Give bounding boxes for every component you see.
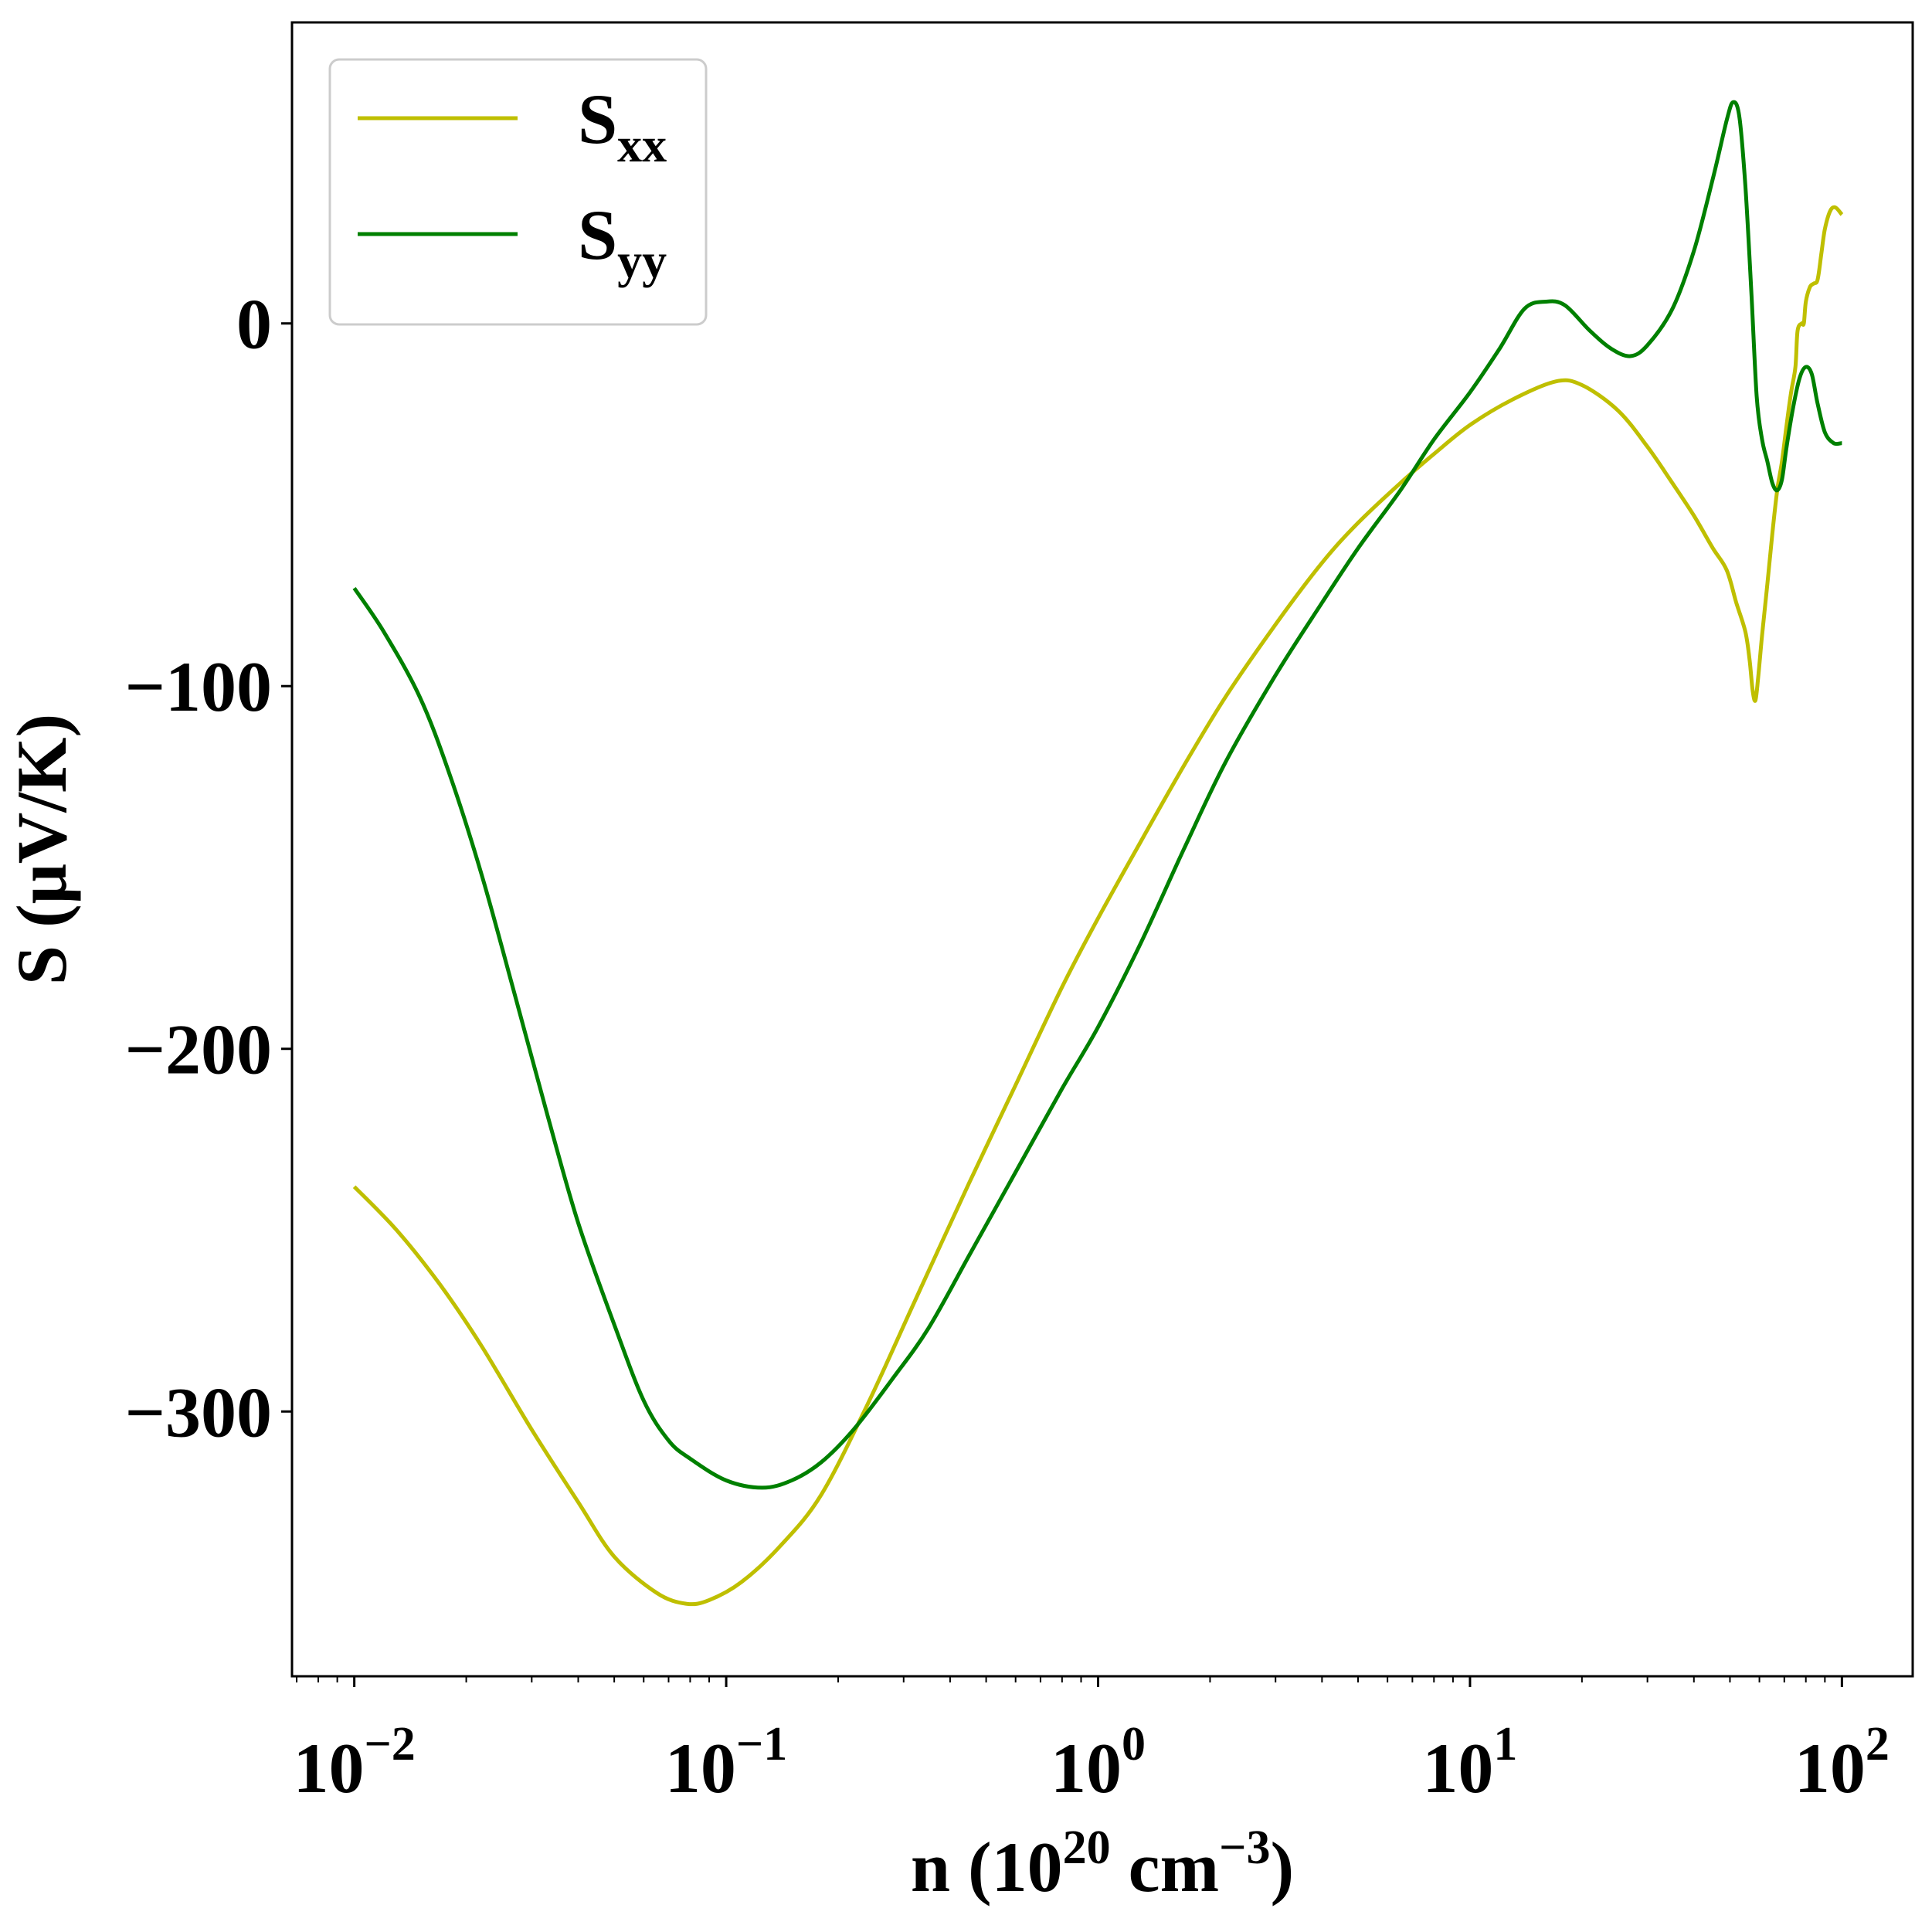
x-axis-ticks: 10−2 10−1 100 101 102 — [293, 1676, 1890, 1808]
y-tick-label: 0 — [236, 285, 272, 364]
y-tick-label: −200 — [125, 1010, 272, 1089]
y-axis-ticks: 0 −100 −200 −300 — [125, 285, 292, 1451]
x-axis-label-suffix: ) — [1271, 1828, 1295, 1906]
legend-box — [328, 58, 708, 326]
series-layer — [352, 100, 1844, 1607]
x-axis-label: n (1020 cm−3) — [911, 1821, 1294, 1906]
y-tick-label: −300 — [125, 1373, 272, 1451]
series-line-sxx — [352, 205, 1844, 1607]
y-tick-label: −100 — [125, 647, 272, 726]
x-tick-label: 10−1 — [665, 1718, 787, 1808]
legend-label-sxx: Sxx — [578, 80, 667, 172]
x-tick-label: 100 — [1051, 1718, 1146, 1808]
x-axis-label-exponent: 20 — [1063, 1821, 1111, 1874]
x-tick-label: 101 — [1422, 1718, 1517, 1808]
x-tick-label: 10−2 — [293, 1718, 415, 1808]
legend: Sxx Syy — [328, 58, 708, 326]
x-tick-label: 102 — [1794, 1718, 1890, 1808]
plot-frame — [290, 21, 1914, 1678]
x-axis-label-prefix: n (10 — [911, 1828, 1063, 1906]
x-axis-label-unit-exponent: −3 — [1219, 1821, 1270, 1874]
x-axis-label-unit: cm — [1111, 1828, 1219, 1906]
series-line-syy — [352, 100, 1842, 1490]
legend-label-syy: Syy — [578, 195, 667, 288]
y-axis-label: S (μV/K) — [2, 714, 81, 985]
